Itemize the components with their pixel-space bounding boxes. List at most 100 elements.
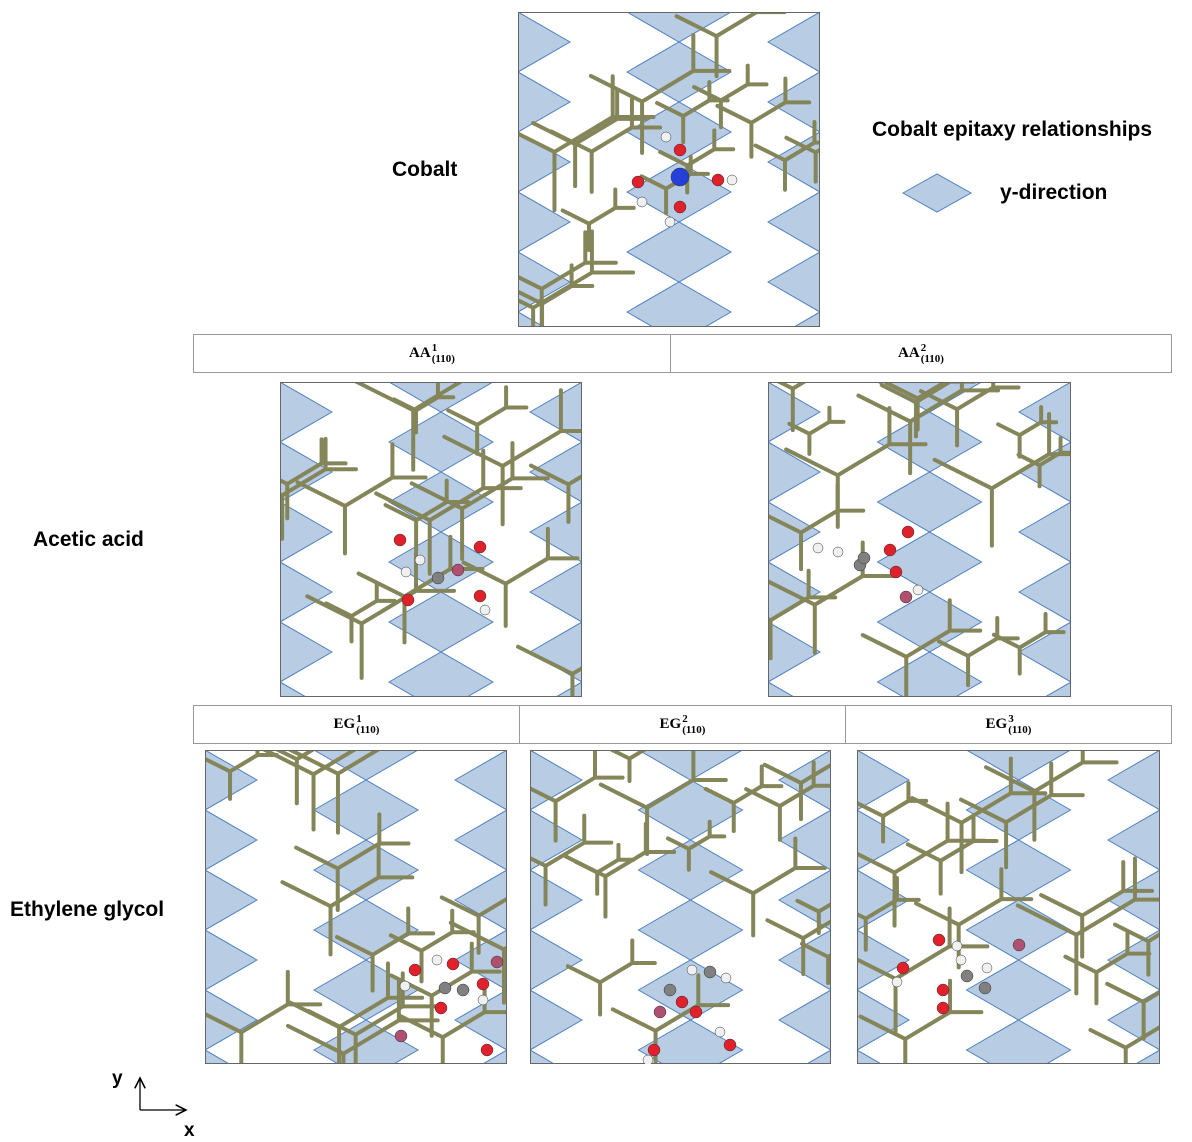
header-cell: EG 2 (110) (519, 706, 845, 743)
diamond (280, 561, 334, 623)
atom (431, 571, 445, 585)
bond-stick (753, 119, 820, 192)
atom (431, 954, 443, 966)
diamond (857, 929, 911, 991)
atom (660, 131, 672, 143)
bond-stick (518, 263, 595, 327)
atom (978, 981, 992, 995)
diamond (387, 651, 495, 697)
diamond (625, 281, 733, 327)
atom (673, 143, 687, 157)
bond-stick (295, 442, 428, 556)
panel-border (205, 750, 507, 1064)
bond-stick (288, 961, 425, 1064)
bond-stick (273, 750, 317, 806)
atom (434, 1001, 448, 1015)
diamond (1017, 382, 1071, 443)
diamond (205, 929, 259, 991)
diamond (777, 989, 831, 1051)
panel-border (530, 750, 831, 1064)
diamond (205, 989, 259, 1051)
atom (675, 995, 689, 1009)
atom (473, 589, 487, 603)
bond-stick (1105, 981, 1160, 1041)
atom (723, 1038, 737, 1052)
atom (653, 1005, 667, 1019)
diamond (481, 1049, 507, 1064)
diamond (518, 191, 572, 253)
diamond (777, 809, 831, 871)
header-sup: 2 (682, 712, 688, 725)
header-base: EG (659, 716, 682, 732)
bond-stick (1063, 929, 1152, 1006)
header-sup: 2 (920, 341, 927, 354)
atom (932, 933, 946, 947)
diamond (312, 839, 420, 901)
atom (479, 604, 491, 616)
atom (399, 980, 411, 992)
diamond (768, 621, 822, 683)
structure-panel (518, 12, 820, 327)
bond-stick (744, 760, 831, 842)
bond-stick (280, 841, 415, 957)
diamond (518, 12, 572, 73)
legend-item: y-direction (1000, 181, 1108, 204)
atom (812, 542, 824, 554)
atom (891, 976, 903, 988)
diamond (518, 131, 572, 193)
atom (456, 983, 470, 997)
diamond (965, 750, 1072, 781)
diamond (1017, 501, 1071, 563)
bond-stick (518, 74, 656, 213)
diamond (857, 989, 911, 1051)
header-table: EG 1 (110) EG 2 (110) EG 3 (110) (193, 705, 1172, 744)
diamond (876, 651, 983, 697)
header-cell: EG 3 (110) (845, 706, 1171, 743)
atom (899, 590, 913, 604)
diamond (876, 471, 983, 533)
bond-stick (324, 581, 397, 644)
atom (981, 962, 993, 974)
diamond (314, 1080, 418, 1140)
structure-panel (205, 750, 507, 1140)
bond-stick (389, 941, 502, 1038)
bond-stick (607, 750, 648, 784)
diamond (766, 251, 820, 313)
diamond (1106, 809, 1160, 871)
bond-stick (280, 436, 358, 541)
diamond (280, 382, 334, 443)
atom (703, 965, 717, 979)
bond-stick (715, 76, 812, 159)
atom (936, 1001, 950, 1015)
bond-stick (768, 568, 838, 661)
diamond (967, 1080, 1071, 1140)
bond-stick (674, 12, 787, 79)
bond-stick (775, 382, 808, 433)
atom (720, 972, 732, 984)
bond-stick (280, 437, 348, 521)
atom (480, 1043, 494, 1057)
bond-stick (655, 80, 730, 145)
structure-panel (280, 382, 582, 697)
diamond (280, 501, 334, 563)
diamond (768, 681, 796, 697)
atom (477, 994, 489, 1006)
diamond (518, 71, 572, 133)
bond-stick (1039, 860, 1155, 959)
header-base: AA (898, 345, 920, 361)
bond-stick (352, 382, 465, 472)
atom (408, 963, 422, 977)
diamond (637, 899, 744, 961)
diamond (768, 501, 822, 563)
atom (726, 174, 738, 186)
bond-stick (398, 980, 507, 1064)
diamond (766, 191, 820, 253)
bond-stick (442, 388, 582, 527)
atom (393, 533, 407, 547)
bond-stick (439, 895, 507, 955)
bond-stick (984, 750, 1119, 842)
atom (896, 961, 910, 975)
diamond (530, 929, 584, 991)
header-sup: 1 (356, 712, 362, 725)
